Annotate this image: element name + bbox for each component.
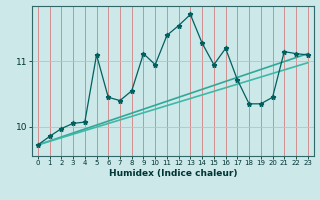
- X-axis label: Humidex (Indice chaleur): Humidex (Indice chaleur): [108, 169, 237, 178]
